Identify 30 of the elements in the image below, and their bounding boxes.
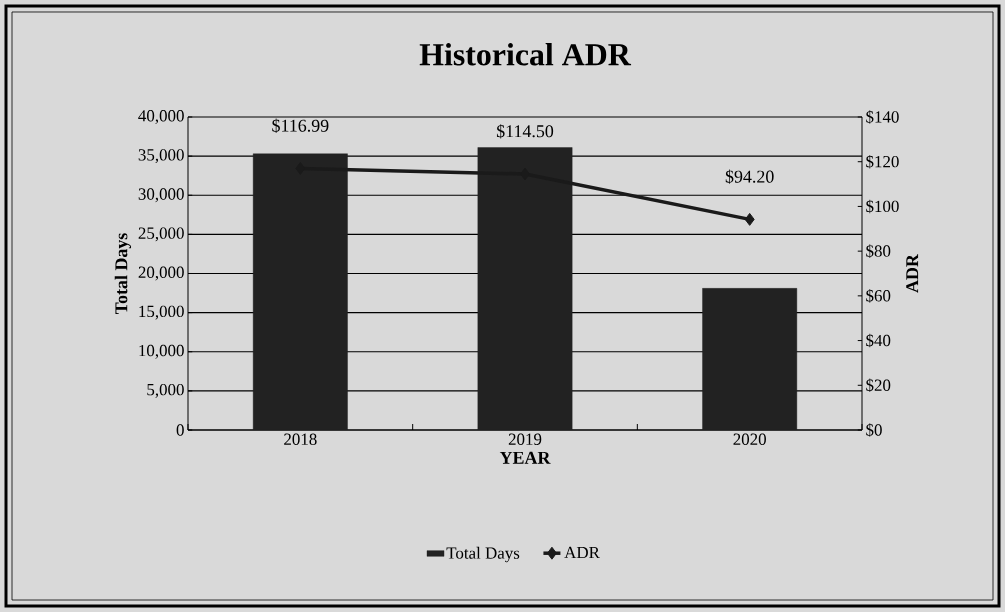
y2-tick-label: $40 — [866, 333, 891, 348]
y2-tick-label: $60 — [866, 289, 891, 303]
data-label: $114.50 — [496, 124, 554, 139]
y-tick-label: 15,000 — [139, 305, 184, 320]
x-tick-label: 2020 — [733, 433, 766, 445]
x-tick-label: 2019 — [508, 433, 542, 445]
data-label: $116.99 — [272, 118, 329, 133]
y-tick-label: 30,000 — [138, 188, 184, 203]
y2-axis-title: ADR — [906, 253, 919, 293]
y-tick-label: 40,000 — [138, 110, 184, 124]
y-tick-label: 35,000 — [138, 149, 184, 164]
point — [744, 212, 755, 226]
chart-title: Historical ADR — [419, 43, 632, 66]
legend-label: ADR — [564, 546, 600, 559]
y2-tick-label: $120 — [866, 154, 899, 169]
y-tick-label: 20,000 — [138, 266, 184, 281]
x-tick-label: 2018 — [284, 433, 317, 445]
y-axis-title: Total Days — [114, 233, 132, 314]
y2-tick-label: $0 — [866, 423, 882, 437]
y-tick-label: 5,000 — [147, 383, 184, 398]
y-tick-label: 0 — [176, 424, 184, 436]
y-tick-label: 25,000 — [138, 227, 184, 242]
y-tick-label: 10,000 — [139, 344, 184, 359]
y2-tick-label: $100 — [866, 199, 899, 214]
legend-label: Total Days — [446, 546, 520, 563]
y2-tick-label: $80 — [866, 244, 891, 258]
y2-tick-label: $20 — [866, 378, 891, 393]
data-label: $94.20 — [725, 169, 774, 184]
x-axis-title: YEAR — [499, 451, 551, 464]
y2-tick-label: $140 — [866, 110, 899, 124]
